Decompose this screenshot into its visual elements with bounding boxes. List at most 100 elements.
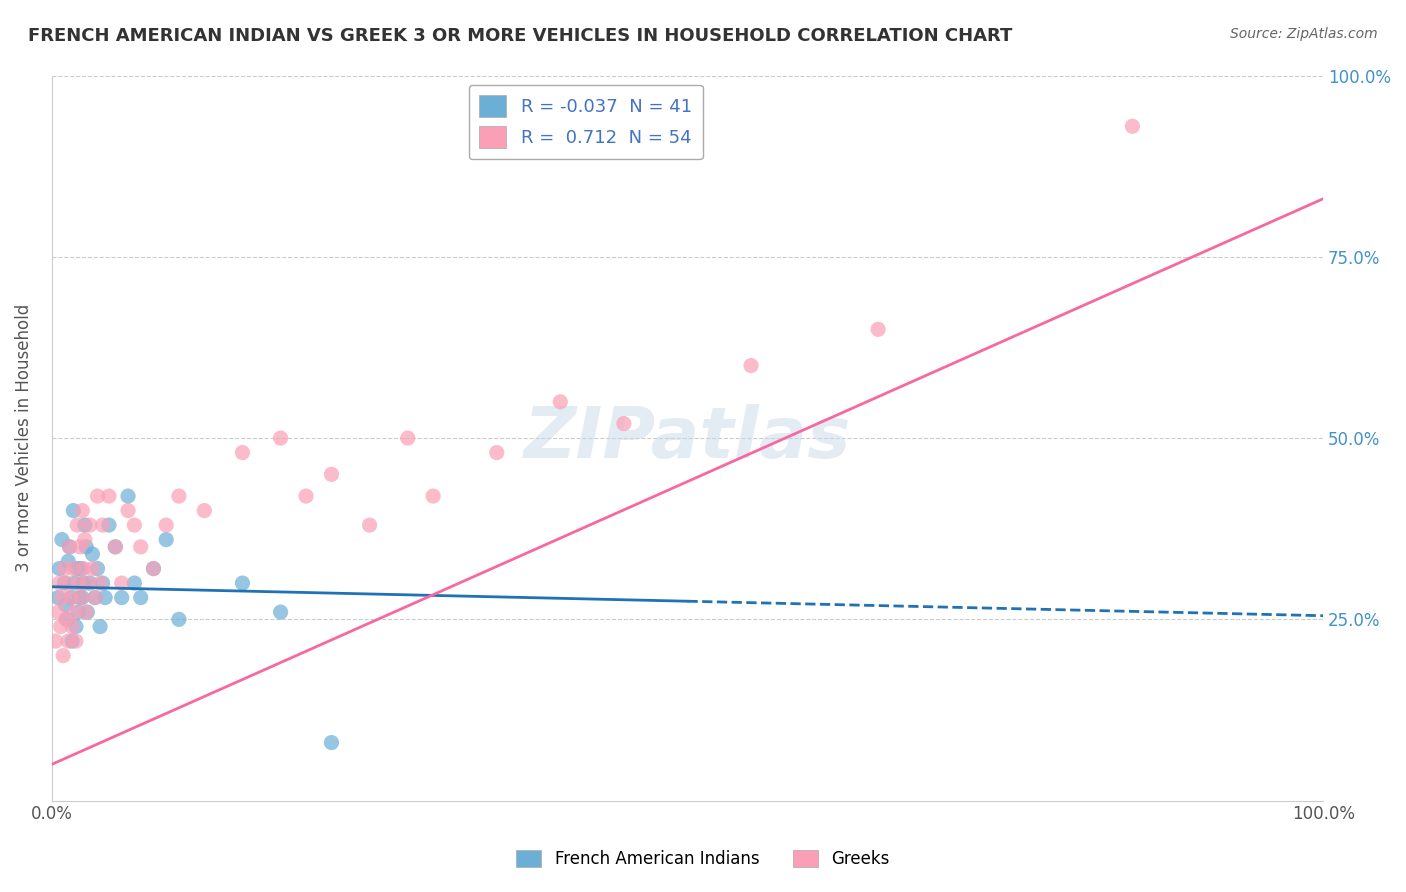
- Point: [295, 489, 318, 503]
- Point: [69, 540, 91, 554]
- Point: [124, 518, 146, 533]
- Point: [91, 518, 114, 533]
- Point: [72, 503, 94, 517]
- Point: [231, 576, 253, 591]
- Point: [82, 561, 104, 575]
- Point: [45, 634, 67, 648]
- Point: [65, 619, 87, 633]
- Y-axis label: 3 or more Vehicles in Household: 3 or more Vehicles in Household: [15, 304, 32, 572]
- Point: [60, 634, 83, 648]
- Point: [46, 591, 69, 605]
- Point: [740, 359, 762, 373]
- Point: [111, 591, 134, 605]
- Point: [59, 591, 82, 605]
- Point: [86, 561, 108, 575]
- Point: [51, 591, 73, 605]
- Point: [104, 540, 127, 554]
- Point: [63, 576, 86, 591]
- Point: [155, 533, 177, 547]
- Point: [66, 518, 89, 533]
- Point: [58, 540, 80, 554]
- Point: [97, 489, 120, 503]
- Point: [56, 576, 79, 591]
- Point: [69, 591, 91, 605]
- Text: FRENCH AMERICAN INDIAN VS GREEK 3 OR MORE VEHICLES IN HOUSEHOLD CORRELATION CHAR: FRENCH AMERICAN INDIAN VS GREEK 3 OR MOR…: [28, 27, 1012, 45]
- Point: [167, 489, 190, 503]
- Point: [231, 445, 253, 459]
- Point: [79, 576, 101, 591]
- Point: [73, 518, 96, 533]
- Point: [79, 518, 101, 533]
- Point: [117, 503, 139, 517]
- Point: [94, 591, 117, 605]
- Point: [89, 576, 111, 591]
- Point: [117, 489, 139, 503]
- Point: [193, 503, 215, 517]
- Point: [53, 561, 76, 575]
- Point: [485, 445, 508, 459]
- Point: [124, 576, 146, 591]
- Point: [550, 394, 572, 409]
- Point: [52, 648, 75, 663]
- Point: [167, 612, 190, 626]
- Point: [63, 605, 86, 619]
- Point: [84, 591, 107, 605]
- Point: [48, 576, 70, 591]
- Point: [142, 561, 165, 575]
- Point: [72, 576, 94, 591]
- Point: [56, 612, 79, 626]
- Legend: R = -0.037  N = 41, R =  0.712  N = 54: R = -0.037 N = 41, R = 0.712 N = 54: [468, 85, 703, 160]
- Point: [73, 533, 96, 547]
- Point: [111, 576, 134, 591]
- Point: [76, 576, 98, 591]
- Point: [1121, 120, 1143, 134]
- Legend: French American Indians, Greeks: French American Indians, Greeks: [510, 843, 896, 875]
- Point: [53, 576, 76, 591]
- Point: [155, 518, 177, 533]
- Point: [97, 518, 120, 533]
- Point: [86, 489, 108, 503]
- Text: Source: ZipAtlas.com: Source: ZipAtlas.com: [1230, 27, 1378, 41]
- Point: [91, 576, 114, 591]
- Point: [58, 540, 80, 554]
- Text: ZIPatlas: ZIPatlas: [524, 403, 851, 473]
- Point: [55, 598, 77, 612]
- Point: [613, 417, 636, 431]
- Point: [84, 591, 107, 605]
- Point: [75, 605, 97, 619]
- Point: [129, 591, 152, 605]
- Point: [72, 561, 94, 575]
- Point: [67, 605, 90, 619]
- Point: [60, 619, 83, 633]
- Point: [359, 518, 381, 533]
- Point: [55, 612, 77, 626]
- Point: [75, 540, 97, 554]
- Point: [58, 554, 80, 568]
- Point: [76, 605, 98, 619]
- Point: [422, 489, 444, 503]
- Point: [62, 561, 84, 575]
- Point: [82, 547, 104, 561]
- Point: [142, 561, 165, 575]
- Point: [270, 431, 292, 445]
- Point: [129, 540, 152, 554]
- Point: [70, 561, 93, 575]
- Point: [62, 503, 84, 517]
- Point: [396, 431, 419, 445]
- Point: [321, 467, 343, 482]
- Point: [104, 540, 127, 554]
- Point: [270, 605, 292, 619]
- Point: [58, 634, 80, 648]
- Point: [65, 634, 87, 648]
- Point: [67, 576, 90, 591]
- Point: [66, 561, 89, 575]
- Point: [48, 561, 70, 575]
- Point: [49, 619, 72, 633]
- Point: [51, 533, 73, 547]
- Point: [46, 605, 69, 619]
- Point: [321, 736, 343, 750]
- Point: [72, 591, 94, 605]
- Point: [89, 619, 111, 633]
- Point: [868, 322, 890, 336]
- Point: [59, 591, 82, 605]
